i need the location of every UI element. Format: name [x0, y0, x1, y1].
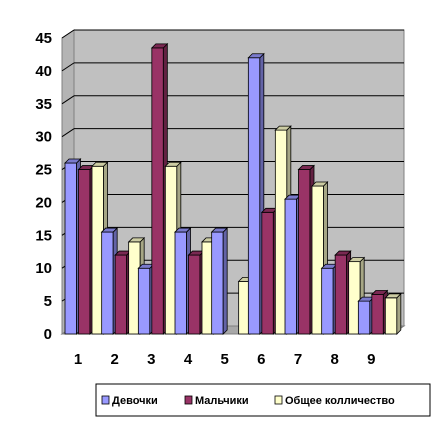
x-axis-ticks: 1 2 3 4 5 6 7 8 9	[74, 351, 376, 368]
gridline-side	[61, 62, 75, 72]
x-tick-label: 7	[294, 351, 302, 368]
bar-front	[371, 294, 384, 335]
bar-front	[78, 169, 91, 335]
bar-top	[370, 290, 389, 295]
bar-top	[247, 53, 265, 59]
bar-side	[222, 227, 228, 335]
legend-swatch	[184, 395, 193, 405]
bar-front	[284, 198, 297, 335]
bar-top	[174, 227, 192, 233]
x-tick-label: 3	[147, 351, 155, 368]
x-tick-label: 6	[257, 351, 265, 368]
bar-top	[334, 250, 352, 256]
x-tick-label: 9	[367, 351, 375, 368]
y-tick-label: 0	[44, 326, 52, 343]
legend-label: Девочки	[112, 395, 158, 407]
bar-top	[347, 257, 366, 263]
bar-top	[64, 158, 82, 164]
bar-front	[101, 231, 114, 335]
legend-swatch	[274, 395, 283, 405]
x-tick-label: 4	[184, 351, 193, 368]
bar-top	[150, 43, 169, 49]
x-tick-label: 2	[110, 351, 118, 368]
y-tick-label: 40	[35, 63, 52, 80]
bar-top	[311, 181, 329, 187]
gridline-side	[61, 128, 75, 138]
bar-top	[127, 237, 146, 243]
legend-label: Общее колличество	[285, 395, 395, 407]
bar-front	[334, 254, 348, 335]
bar-front	[247, 57, 261, 335]
bar-front	[298, 169, 311, 335]
y-tick-label: 35	[35, 96, 52, 113]
legend-label: Мальчики	[195, 395, 249, 407]
bar-front	[151, 47, 164, 335]
x-tick-label: 8	[330, 351, 338, 368]
x-tick-label: 1	[74, 351, 82, 368]
bar-top	[91, 161, 109, 167]
bars	[64, 42, 402, 335]
bar-top	[210, 227, 229, 233]
bar-top	[384, 293, 402, 299]
legend: Девочки Мальчики Общее колличество	[95, 383, 431, 417]
bar-front	[188, 254, 201, 335]
bar-front	[114, 254, 128, 335]
bar-top	[100, 227, 119, 233]
bar-front	[321, 267, 334, 335]
bar-front	[357, 300, 371, 335]
bar-top	[164, 161, 182, 167]
bar	[384, 292, 402, 335]
bar-front	[174, 231, 187, 335]
y-tick-label: 5	[44, 293, 52, 310]
y-tick-label: 20	[35, 194, 52, 211]
y-tick-label: 15	[35, 227, 52, 244]
y-tick-label: 25	[35, 162, 52, 179]
bar-side	[396, 292, 402, 335]
gridline-side	[61, 95, 75, 105]
y-tick-label: 10	[35, 260, 52, 277]
bar-front	[211, 231, 224, 335]
legend-swatch	[101, 395, 110, 405]
gridline-side	[61, 29, 75, 39]
y-axis-ticks: 0 5 10 15 20 25 30 35 40 45	[35, 30, 52, 343]
bar-front	[137, 267, 151, 335]
bar	[210, 227, 229, 335]
legend-box	[95, 383, 431, 417]
bar-front	[64, 162, 77, 335]
bar-front	[261, 211, 274, 335]
y-tick-label: 45	[35, 30, 52, 47]
y-tick-label: 30	[35, 129, 52, 146]
bar-top	[274, 125, 292, 131]
bar-top	[297, 165, 315, 170]
x-tick-label: 5	[220, 351, 228, 368]
bar-front	[384, 297, 398, 335]
